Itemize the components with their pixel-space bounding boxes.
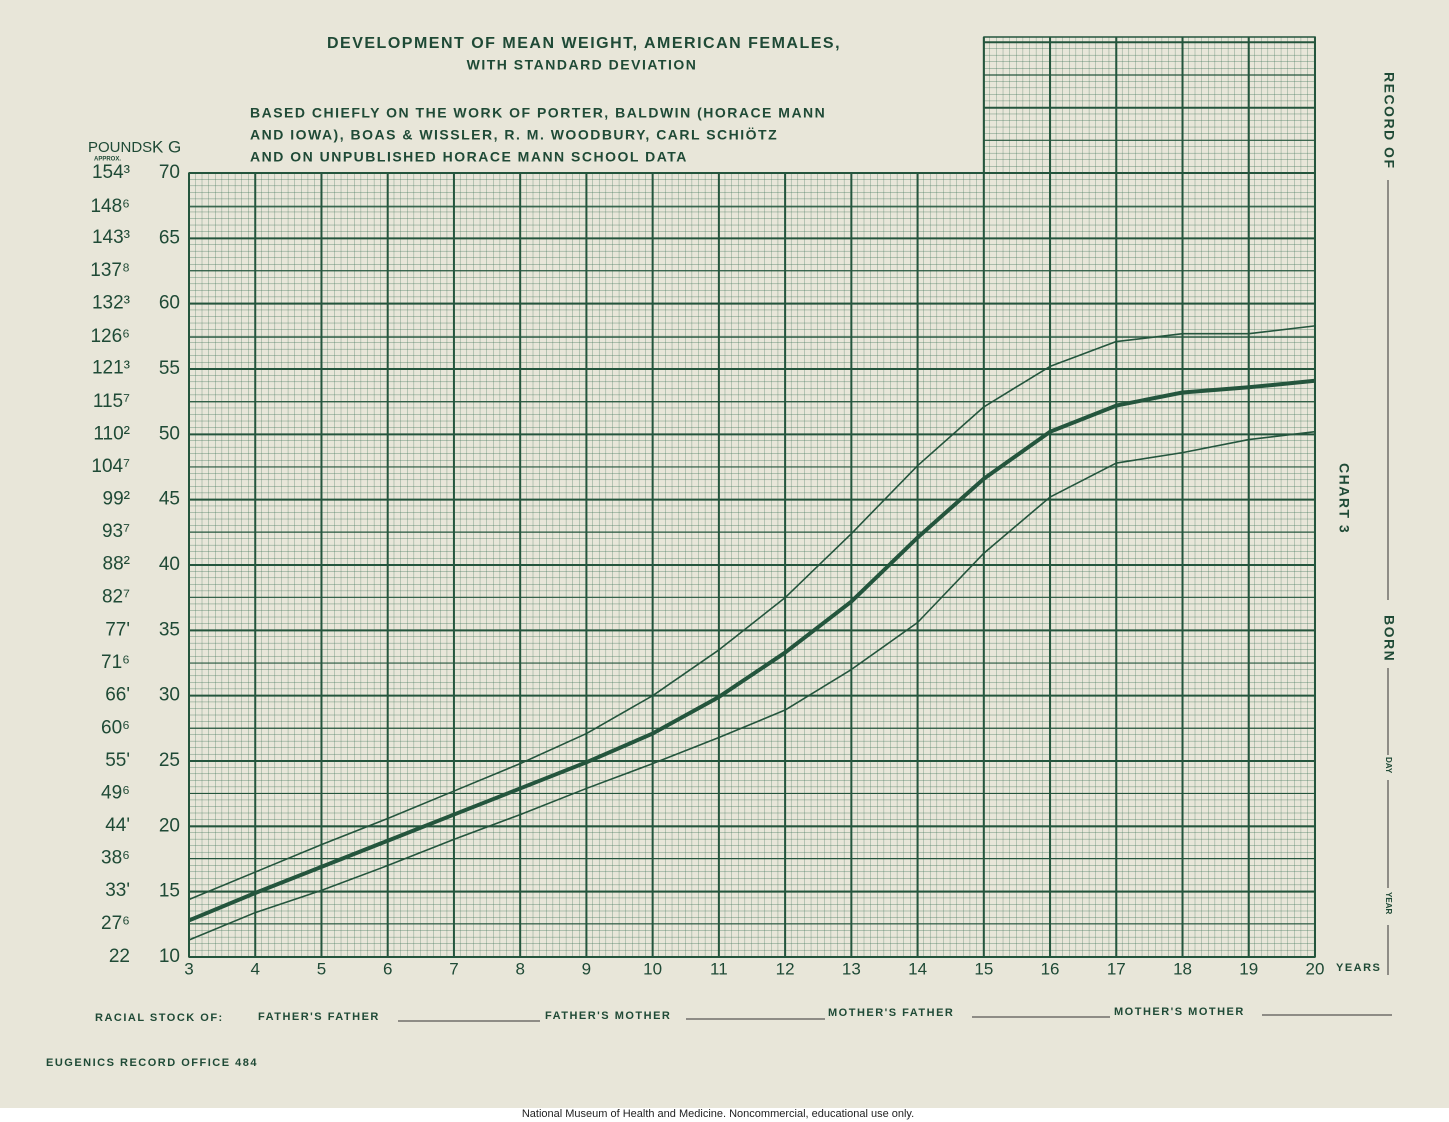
x-tick-label: 18: [1173, 959, 1192, 978]
x-tick-label: 19: [1239, 959, 1258, 978]
x-tick-label: 4: [251, 959, 260, 978]
note: BASED CHIEFLY ON THE WORK OF PORTER, BAL…: [250, 105, 826, 121]
x-tick-label: 9: [582, 959, 591, 978]
y2-tick-label: 121³: [92, 358, 130, 379]
y2-tick-label: 27⁶: [101, 913, 130, 934]
chart-title: DEVELOPMENT OF MEAN WEIGHT, AMERICAN FEM…: [327, 35, 841, 52]
x-tick-label: 5: [317, 959, 326, 978]
margin-record: RECORD OF CHART 3 BORN DAY YEAR: [1336, 72, 1397, 975]
y-axis-label: K G: [152, 137, 181, 156]
y2-tick-label: 33': [105, 880, 130, 901]
y-tick-label: 15: [159, 881, 180, 902]
x-tick-label: 8: [515, 959, 524, 978]
y2-tick-label: 38⁶: [101, 848, 130, 869]
y-tick-label: 10: [159, 946, 180, 967]
y-tick-label: 55: [159, 358, 180, 379]
year-label: YEAR: [1384, 892, 1393, 914]
note: AND ON UNPUBLISHED HORACE MANN SCHOOL DA…: [250, 149, 688, 165]
extension-grid: [983, 36, 1316, 174]
credit-band: [0, 1108, 1449, 1122]
y2-tick-label: 44': [105, 815, 130, 836]
y2-tick-label: 143³: [92, 227, 130, 248]
y-tick-label: 70: [159, 162, 180, 183]
extension-lines: [984, 41, 1315, 141]
y2-tick-label: 115⁷: [93, 391, 130, 412]
x-tick-label: 11: [710, 959, 728, 978]
y2-tick-label: 66': [105, 685, 130, 706]
y-tick-label: 60: [159, 293, 180, 314]
born-label: BORN: [1381, 615, 1397, 662]
footer: RACIAL STOCK OF: FATHER'S FATHER FATHER'…: [46, 1006, 1392, 1120]
y2-tick-label: 99²: [103, 489, 130, 510]
y2-tick-label: 71⁶: [101, 652, 130, 673]
y-tick-label: 40: [159, 554, 180, 575]
series-line: [188, 325, 1316, 901]
chart-subtitle: WITH STANDARD DEVIATION: [467, 57, 698, 73]
x-tick-label: 6: [383, 959, 392, 978]
x-tick-label: 16: [1041, 959, 1060, 978]
field-label: MOTHER'S MOTHER: [1114, 1006, 1245, 1018]
y-tick-label: 25: [159, 750, 180, 771]
x-tick-label: 10: [643, 959, 662, 978]
office-label: EUGENICS RECORD OFFICE 484: [46, 1057, 258, 1069]
y2-tick-label: 110²: [93, 423, 130, 444]
y2-tick-label: 60⁶: [101, 717, 130, 738]
y2-axis-label: POUNDS: [88, 139, 152, 156]
x-tick-label: 15: [974, 959, 993, 978]
y2-tick-label: 132³: [92, 292, 130, 313]
y2-tick-label: 55': [105, 750, 130, 771]
y2-tick-label: 82⁷: [102, 586, 130, 607]
title-backdrop: [270, 30, 920, 170]
x-tick-label: 3: [184, 959, 193, 978]
day-label: DAY: [1384, 757, 1393, 774]
grid-extension: [983, 36, 1316, 174]
x-axis-label: YEARS: [1336, 962, 1381, 974]
x-tick-label: 14: [908, 959, 927, 978]
y2-tick-label: 126⁶: [90, 326, 130, 347]
y2-tick-label: 148⁶: [90, 196, 130, 217]
field-label: FATHER'S MOTHER: [545, 1010, 671, 1022]
series-line: [188, 378, 1316, 923]
y2-tick-label: 137⁸: [90, 260, 130, 281]
y-tick-label: 50: [159, 423, 180, 444]
y-tick-label: 30: [159, 685, 180, 706]
x-tick-label: 7: [449, 959, 458, 978]
x-tick-label: 12: [776, 959, 795, 978]
x-tick-label: 13: [842, 959, 861, 978]
record-label: RECORD OF: [1381, 72, 1397, 170]
y2-tick-label: 104⁷: [91, 456, 130, 477]
y-tick-label: 45: [159, 489, 180, 510]
y2-tick-label: 49⁶: [101, 782, 130, 803]
chart-number: CHART 3: [1336, 463, 1352, 534]
x-tick-label: 17: [1107, 959, 1126, 978]
note: AND IOWA), BOAS & WISSLER, R. M. WOODBUR…: [250, 127, 778, 143]
y2-tick-label: 22: [109, 946, 130, 967]
field-label: FATHER'S FATHER: [258, 1011, 380, 1023]
y-tick-label: 20: [159, 815, 180, 836]
racial-stock-label: RACIAL STOCK OF:: [95, 1012, 224, 1024]
field-label: MOTHER'S FATHER: [828, 1007, 954, 1019]
y2-tick-label: 93⁷: [102, 521, 130, 542]
series-line: [188, 430, 1316, 941]
credit: National Museum of Health and Medicine. …: [522, 1108, 914, 1120]
y-tick-label: 35: [159, 619, 180, 640]
y2-tick-label: 77': [105, 619, 130, 640]
y2-axis-note: APPROX.: [94, 157, 121, 163]
y2-tick-label: 154³: [92, 162, 130, 183]
y-tick-label: 65: [159, 227, 180, 248]
y2-tick-label: 88²: [103, 554, 130, 575]
x-tick-label: 20: [1306, 959, 1325, 978]
